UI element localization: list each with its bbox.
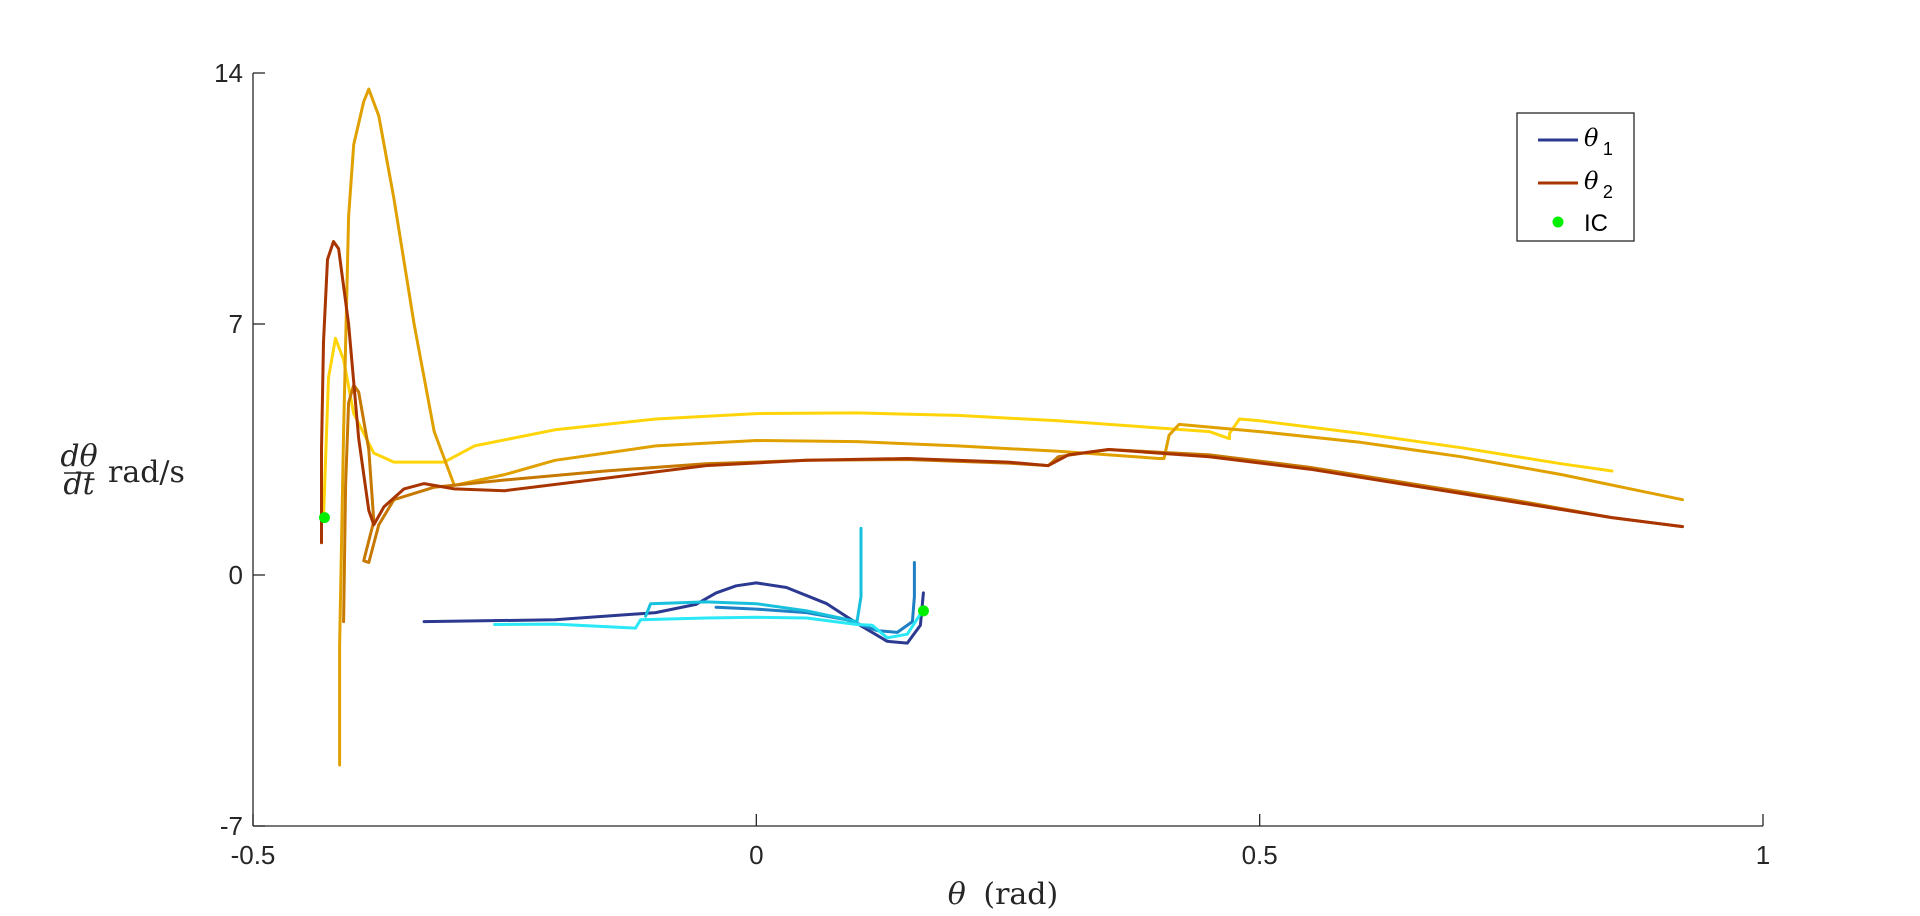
y-axis-label-denominator: dt [63, 467, 95, 502]
series-line-theta1-3 [644, 526, 863, 624]
ic-marker-2 [917, 605, 929, 617]
x-tick-label: 0.5 [1242, 840, 1278, 870]
axes [252, 73, 1763, 827]
y-axis-label: dθ dt rad/s [60, 439, 185, 502]
legend-entry-theta1: θ 1 [1538, 124, 1613, 159]
legend-box [1516, 112, 1635, 242]
legend-marker-ic [1552, 216, 1564, 228]
svg-text:θ 2: θ 2 [1584, 167, 1613, 202]
x-axis-label: θ (rad) [948, 877, 1058, 912]
x-axis-label-unit: (rad) [983, 877, 1058, 912]
series-line-theta1-1 [422, 581, 925, 645]
legend-label-ic: IC [1584, 210, 1608, 237]
x-axis-label-var: θ [948, 877, 966, 912]
ic-marker-1 [318, 512, 330, 524]
x-tick-label: 1 [1756, 840, 1770, 870]
y-tick-label: 14 [214, 58, 243, 88]
series-line-theta2-7 [342, 383, 1684, 624]
legend-label-theta1-symbol: θ [1584, 124, 1599, 152]
legend-label-theta2-symbol: θ [1584, 167, 1599, 195]
legend: θ 1 θ 2 IC [1516, 112, 1635, 242]
series-line-theta2-6 [338, 87, 1684, 767]
series-layer [320, 87, 1684, 767]
initial-condition-layer [318, 512, 929, 617]
svg-text:θ 1: θ 1 [1584, 124, 1613, 159]
series-line-theta2-5 [322, 336, 1614, 520]
tick-layer: -0.5 0 0.5 1 -7 0 7 14 [214, 58, 1770, 870]
legend-entry-ic: IC [1552, 210, 1608, 237]
y-tick-label: 0 [229, 560, 243, 590]
y-tick-label: -7 [220, 811, 243, 841]
y-axis-label-unit: rad/s [108, 455, 185, 490]
series-line-theta2-8 [320, 240, 1684, 545]
legend-label-theta1-sub: 1 [1603, 139, 1613, 159]
y-axis-label-numerator: dθ [60, 439, 97, 474]
y-tick-label: 7 [229, 309, 243, 339]
legend-label-theta2-sub: 2 [1603, 182, 1613, 202]
x-tick-label: 0 [749, 840, 763, 870]
x-tick-label: -0.5 [231, 840, 276, 870]
series-line-theta1-4 [493, 609, 924, 640]
legend-entry-theta2: θ 2 [1538, 167, 1613, 202]
